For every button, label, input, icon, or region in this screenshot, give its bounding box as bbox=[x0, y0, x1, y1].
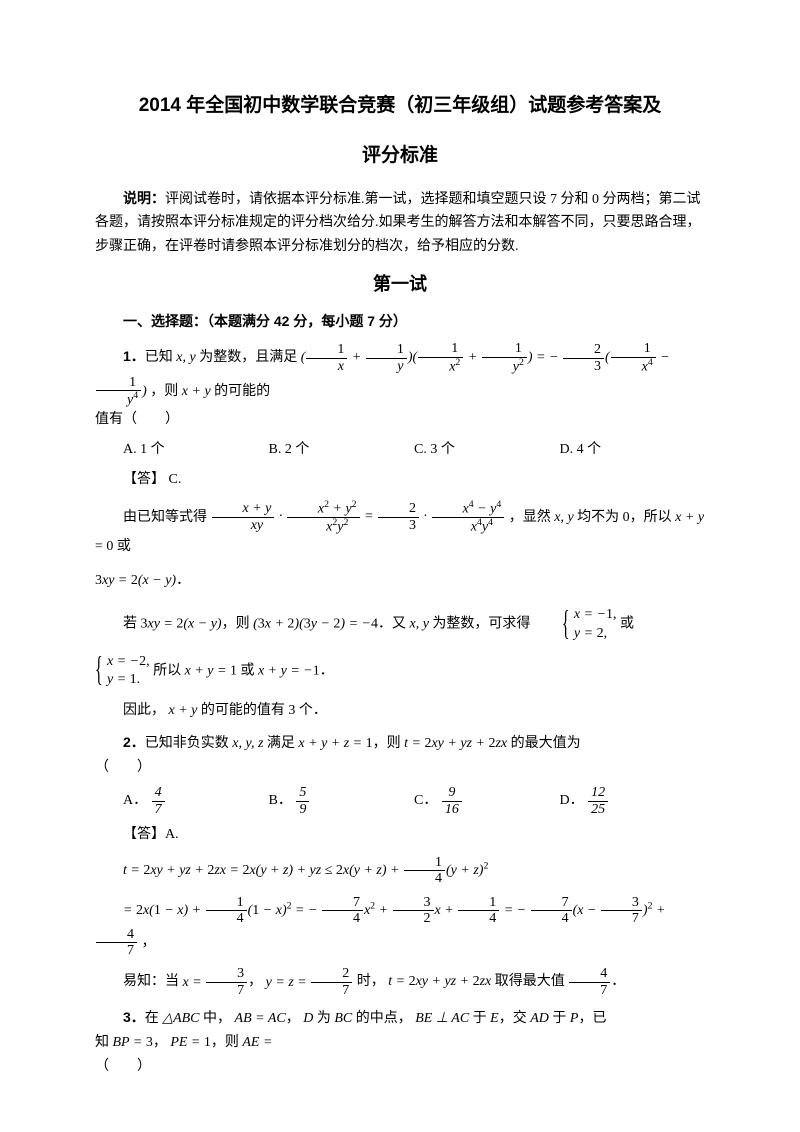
q1-opt-d: D. 4 个 bbox=[560, 438, 706, 462]
q1-sol1-c: 均不为 0，所以 bbox=[577, 509, 672, 524]
q3-d: 为 bbox=[317, 1011, 331, 1026]
q3-c: ， bbox=[286, 1011, 300, 1026]
q3-paren: （ ） bbox=[95, 1055, 705, 1079]
q2-b-n: 5 bbox=[296, 785, 309, 801]
q2-opt-b: B． 59 bbox=[269, 785, 415, 817]
q3-g: ，交 bbox=[499, 1011, 527, 1026]
section1-title: 第一试 bbox=[95, 269, 705, 300]
q3-a: 在 bbox=[145, 1011, 159, 1026]
q1-c: ，则 bbox=[150, 384, 178, 399]
q1-sol5-a: 因此， bbox=[123, 703, 165, 718]
q2-sol-line2: = 2x(1 − x) + 14(1 − x)2 = − 74x2 + 32x … bbox=[95, 895, 705, 959]
q3-b: 中， bbox=[203, 1011, 231, 1026]
brace-2: x = −2, y = 1. bbox=[95, 653, 150, 689]
q1-sol2: 3xy = 2(x − y)． bbox=[95, 569, 705, 593]
q1-sol3: 若 3xy = 2(x − y)，则 (3x + 2)(3y − 2) = −4… bbox=[95, 606, 705, 642]
q1-opt-b: B. 2 个 bbox=[269, 438, 415, 462]
q2-d: 的最大值为 bbox=[511, 736, 581, 751]
q2-opt-c-label: C． bbox=[414, 794, 437, 809]
q2-last-e: ． bbox=[611, 975, 625, 990]
q1-answer: 【答】 C. bbox=[95, 468, 705, 492]
q2-num: 2． bbox=[123, 734, 145, 750]
q3-l: ，则 bbox=[211, 1035, 239, 1050]
q2-last-b: ， bbox=[248, 975, 262, 990]
q1-a: 已知 bbox=[145, 350, 173, 365]
q1-opt-a: A. 1 个 bbox=[123, 438, 269, 462]
q3-text2: 知 BP = 3， PE = 1，则 AE = bbox=[95, 1031, 705, 1055]
q1-num: 1． bbox=[123, 348, 145, 364]
q2-text: 2．已知非负实数 x, y, z 满足 x + y + z = 1，则 t = … bbox=[95, 731, 705, 756]
q2-opt-d: D． 1225 bbox=[560, 785, 706, 817]
subtitle: 评分标准 bbox=[95, 140, 705, 172]
q1-sol2-t: ． bbox=[176, 573, 190, 588]
q3-k: ， bbox=[153, 1035, 167, 1050]
q1-d: 的可能的 bbox=[214, 384, 270, 399]
q2-c-d: 16 bbox=[442, 802, 462, 817]
question-2: 2．已知非负实数 x, y, z 满足 x + y + z = 1，则 t = … bbox=[95, 731, 705, 998]
instruction-text: 评阅试卷时，请依据本评分标准.第一试，选择题和填空题只设 7 分和 0 分两档；… bbox=[95, 192, 701, 255]
q2-opt-a-label: A． bbox=[123, 794, 147, 809]
q1-sol1-d: = 0 或 bbox=[95, 539, 131, 554]
q2-b-d: 9 bbox=[296, 802, 309, 817]
q2-a-n: 4 bbox=[152, 785, 165, 801]
q2-a: 已知非负实数 bbox=[145, 736, 229, 751]
part1-header: 一、选择题：（本题满分 42 分，每小题 7 分） bbox=[95, 310, 705, 334]
q2-opt-a: A． 47 bbox=[123, 785, 269, 817]
instruction-label: 说明： bbox=[123, 190, 165, 206]
q3-i: ，已 bbox=[578, 1011, 606, 1026]
q2-d-n: 12 bbox=[588, 785, 608, 801]
q1-sol1: 由已知等式得 x + yxy · x2 + y2x2y2 = 23 · x4 −… bbox=[95, 500, 705, 559]
question-1: 1．已知 x, y 为整数，且满足 (1x + 1y)(1x2 + 1y2) =… bbox=[95, 341, 705, 723]
q1-opt-c: C. 3 个 bbox=[414, 438, 560, 462]
q2-d-d: 25 bbox=[588, 802, 608, 817]
instruction-block: 说明：评阅试卷时，请依据本评分标准.第一试，选择题和填空题只设 7 分和 0 分… bbox=[95, 187, 705, 259]
q3-j: 知 bbox=[95, 1035, 109, 1050]
q1-sol3-a: 若 bbox=[123, 617, 137, 632]
q2-last-a: 易知：当 bbox=[123, 975, 179, 990]
q2-b: 满足 bbox=[267, 736, 295, 751]
q1-sol3-e: 或 bbox=[620, 617, 634, 632]
q1-options: A. 1 个 B. 2 个 C. 3 个 D. 4 个 bbox=[123, 438, 705, 462]
q1-sol3-c: ．又 bbox=[378, 617, 406, 632]
q2-c: ，则 bbox=[373, 736, 401, 751]
q3-e: 的中点， bbox=[356, 1011, 412, 1026]
q2-last-d: 取得最大值 bbox=[495, 975, 565, 990]
q2-sol-line1: t = 2xy + yz + 2zx = 2x(y + z) + yz ≤ 2x… bbox=[95, 855, 705, 887]
q2-paren: （ ） bbox=[95, 756, 705, 780]
q1-text: 1．已知 x, y 为整数，且满足 (1x + 1y)(1x2 + 1y2) =… bbox=[95, 341, 705, 408]
q1-sol5-b: 的可能的值有 3 个． bbox=[201, 703, 327, 718]
q2-a-d: 7 bbox=[152, 802, 165, 817]
brace-1: x = −1, y = 2, bbox=[534, 606, 617, 642]
q1-sol4: x = −2, y = 1. 所以 x + y = 1 或 x + y = −1… bbox=[95, 653, 705, 689]
q2-options: A． 47 B． 59 C． 916 D． 1225 bbox=[123, 785, 705, 817]
q2-opt-d-label: D． bbox=[560, 794, 584, 809]
q2-answer: 【答】A. bbox=[95, 823, 705, 847]
q2-c-n: 9 bbox=[442, 785, 462, 801]
q1-sol4-b: 或 bbox=[240, 663, 254, 678]
q1-sol4-c: ． bbox=[320, 663, 334, 678]
q1-b: 为整数，且满足 bbox=[199, 350, 297, 365]
q1-sol4-a: 所以 bbox=[153, 663, 181, 678]
q2-sol-line3: 易知：当 x = 37， y = z = 27 时， t = 2xy + yz … bbox=[95, 966, 705, 998]
main-title: 2014 年全国初中数学联合竞赛（初三年级组）试题参考答案及 bbox=[95, 90, 705, 122]
q3-num: 3． bbox=[123, 1009, 145, 1025]
question-3: 3．在 △ABC 中， AB = AC， D 为 BC 的中点， BE ⊥ AC… bbox=[95, 1006, 705, 1078]
q2-last-c: 时， bbox=[357, 975, 385, 990]
q1-sol5: 因此， x + y 的可能的值有 3 个． bbox=[95, 699, 705, 723]
q1-sol1-a: 由已知等式得 bbox=[123, 509, 207, 524]
q3-f: 于 bbox=[473, 1011, 487, 1026]
q1-sol1-b: ，显然 bbox=[509, 509, 551, 524]
q1-e: 值有（ ） bbox=[95, 408, 705, 432]
q1-sol3-d: 为整数，可求得 bbox=[432, 617, 530, 632]
q1-sol3-b: ，则 bbox=[222, 617, 250, 632]
q2-opt-c: C． 916 bbox=[414, 785, 560, 817]
q2-opt-b-label: B． bbox=[269, 794, 292, 809]
q3-text: 3．在 △ABC 中， AB = AC， D 为 BC 的中点， BE ⊥ AC… bbox=[95, 1006, 705, 1031]
q3-h: 于 bbox=[552, 1011, 566, 1026]
